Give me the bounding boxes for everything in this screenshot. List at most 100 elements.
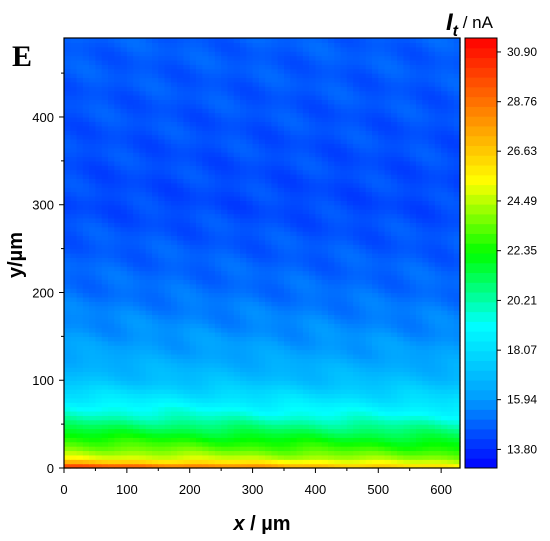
heatmap-cell <box>372 253 379 258</box>
heatmap-cell <box>76 134 84 140</box>
heatmap-cell <box>152 248 159 254</box>
heatmap-cell <box>189 130 197 136</box>
heatmap-cell <box>277 279 285 285</box>
heatmap-cell <box>258 380 266 386</box>
heatmap-cell <box>133 362 141 368</box>
heatmap-cell <box>309 274 317 280</box>
heatmap-cell <box>328 327 335 333</box>
heatmap-cell <box>365 459 373 465</box>
heatmap-cell <box>221 178 229 184</box>
heatmap-cell <box>246 441 254 447</box>
heatmap-cell <box>64 244 71 250</box>
heatmap-cell <box>82 340 90 346</box>
heatmap-cell <box>214 419 222 425</box>
heatmap-cell <box>265 274 273 280</box>
heatmap-cell <box>82 226 90 232</box>
heatmap-cell <box>158 371 166 377</box>
heatmap-cell <box>409 222 417 228</box>
heatmap-cell <box>302 406 310 412</box>
heatmap-cell <box>353 217 361 223</box>
heatmap-cell <box>126 397 134 403</box>
heatmap-cell <box>164 318 172 324</box>
heatmap-cell <box>422 200 430 206</box>
heatmap-cell <box>277 367 285 373</box>
heatmap-cell <box>441 314 449 320</box>
heatmap-cell <box>359 160 367 166</box>
heatmap-cell <box>434 349 442 355</box>
heatmap-cell <box>290 217 298 223</box>
heatmap-cell <box>64 147 71 153</box>
heatmap-cell <box>183 239 191 245</box>
heatmap-cell <box>208 375 216 381</box>
heatmap-cell <box>258 274 266 280</box>
heatmap-cell <box>214 441 222 447</box>
heatmap-cell <box>321 165 329 171</box>
heatmap-cell <box>403 266 411 272</box>
heatmap-cell <box>441 340 449 346</box>
heatmap-cell <box>76 244 84 250</box>
heatmap-cell <box>271 310 279 316</box>
heatmap-cell <box>164 402 172 408</box>
heatmap-cell <box>183 178 191 184</box>
heatmap-cell <box>365 345 373 351</box>
heatmap-cell <box>315 138 323 144</box>
heatmap-cell <box>101 125 109 131</box>
heatmap-cell <box>196 257 203 263</box>
heatmap-cell <box>202 446 210 452</box>
heatmap-cell <box>120 305 128 311</box>
heatmap-cell <box>309 397 317 403</box>
heatmap-cell <box>353 314 361 320</box>
heatmap-cell <box>189 182 197 188</box>
heatmap-cell <box>139 266 147 272</box>
heatmap-cell <box>441 296 449 302</box>
heatmap-cell <box>89 178 97 184</box>
heatmap-cell <box>397 419 405 425</box>
heatmap-cell <box>328 191 335 197</box>
heatmap-cell <box>258 121 266 127</box>
heatmap-cell <box>89 169 97 175</box>
heatmap-cell <box>233 292 241 298</box>
heatmap-cell <box>114 138 122 144</box>
heatmap-cell <box>240 178 247 184</box>
heatmap-cell <box>265 147 273 153</box>
heatmap-cell <box>221 147 229 153</box>
heatmap-cell <box>82 367 90 373</box>
heatmap-cell <box>76 239 84 245</box>
heatmap-cell <box>309 226 317 232</box>
heatmap-cell <box>89 318 97 324</box>
heatmap-cell <box>189 174 197 180</box>
heatmap-cell <box>258 209 266 215</box>
heatmap-cell <box>108 441 115 447</box>
heatmap-cell <box>196 165 203 171</box>
heatmap-cell <box>302 130 310 136</box>
heatmap-cell <box>447 226 455 232</box>
heatmap-cell <box>145 336 153 342</box>
heatmap-cell <box>252 296 260 302</box>
heatmap-cell <box>233 446 241 452</box>
heatmap-cell <box>64 340 71 346</box>
heatmap-cell <box>214 288 222 294</box>
heatmap-cell <box>114 209 122 215</box>
heatmap-cell <box>170 270 178 276</box>
heatmap-cell <box>390 415 398 421</box>
heatmap-cell <box>397 147 405 153</box>
heatmap-cell <box>95 419 103 425</box>
heatmap-cell <box>189 217 197 223</box>
heatmap-cell <box>428 191 436 197</box>
heatmap-cell <box>302 235 310 241</box>
heatmap-cell <box>422 340 430 346</box>
heatmap-cell <box>403 353 411 359</box>
heatmap-cell <box>64 292 71 298</box>
heatmap-cell <box>70 116 78 122</box>
heatmap-cell <box>252 459 260 465</box>
heatmap-cell <box>416 213 423 219</box>
heatmap-cell <box>384 283 392 289</box>
heatmap-cell <box>277 231 285 237</box>
heatmap-cell <box>372 384 379 390</box>
heatmap-cell <box>164 156 172 162</box>
heatmap-cell <box>390 384 398 390</box>
heatmap-cell <box>302 441 310 447</box>
heatmap-cell <box>89 301 97 307</box>
heatmap-cell <box>434 340 442 346</box>
heatmap-cell <box>126 393 134 399</box>
